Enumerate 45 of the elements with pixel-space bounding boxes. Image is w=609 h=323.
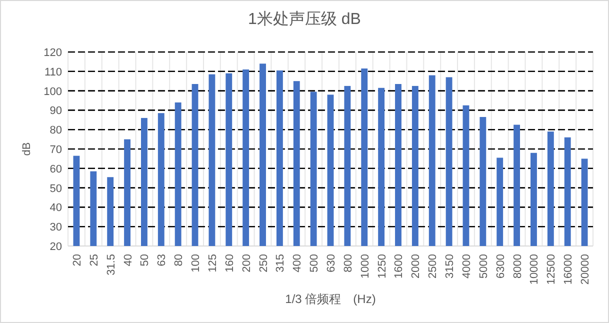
x-tick-label: 50 (139, 254, 152, 266)
x-tick-label: 1250 (376, 254, 388, 278)
y-tick-label: 90 (50, 105, 62, 118)
y-tick-label: 110 (44, 66, 62, 78)
x-tick-label: 315 (274, 254, 287, 272)
y-tick-label: 100 (44, 86, 62, 98)
x-tick-label: 400 (292, 254, 304, 272)
x-tick-label: 80 (173, 254, 186, 266)
y-tick-label: 80 (50, 124, 62, 137)
x-tick-label: 250 (258, 254, 270, 272)
x-tick-label: 25 (88, 254, 100, 266)
x-tick-label: 630 (326, 254, 338, 272)
y-axis-title: dB (21, 142, 33, 156)
x-tick-label: 1600 (393, 254, 406, 278)
x-tick-label: 20000 (580, 254, 592, 285)
x-tick-label: 40 (122, 254, 134, 266)
y-tick-label: 30 (50, 222, 62, 234)
x-tick-label: 200 (240, 254, 253, 272)
x-tick-label: 500 (308, 254, 321, 272)
chart-title: 1米处声压级 dB (248, 10, 361, 28)
x-tick-label: 20 (71, 254, 84, 266)
x-tick-label: 16000 (562, 254, 575, 285)
y-tick-label: 70 (50, 144, 62, 156)
x-tick-label: 2500 (427, 254, 440, 278)
y-tick-label: 20 (50, 241, 62, 253)
y-tick-label: 50 (50, 182, 62, 195)
x-tick-label: 5000 (478, 254, 490, 278)
x-axis-title: 1/3 倍频程 (Hz) (285, 292, 376, 306)
x-tick-label: 125 (206, 254, 219, 272)
x-tick-label: 100 (190, 254, 202, 272)
x-tick-label: 6300 (494, 254, 507, 278)
x-tick-label: 31.5 (105, 254, 118, 276)
x-tick-label: 12500 (546, 254, 558, 285)
x-tick-label: 10000 (528, 254, 541, 285)
y-tick-label: 40 (50, 202, 62, 214)
x-tick-label: 3150 (444, 254, 456, 278)
x-tick-label: 160 (224, 254, 236, 272)
y-tick-label: 120 (44, 47, 62, 59)
x-tick-label: 8000 (512, 254, 524, 278)
y-tick-label: 60 (50, 163, 62, 176)
x-tick-label: 1000 (359, 254, 372, 278)
x-tick-label: 2000 (410, 254, 422, 278)
x-tick-label: 4000 (460, 254, 473, 278)
x-tick-label: 63 (156, 254, 168, 266)
x-tick-label: 800 (342, 254, 354, 272)
